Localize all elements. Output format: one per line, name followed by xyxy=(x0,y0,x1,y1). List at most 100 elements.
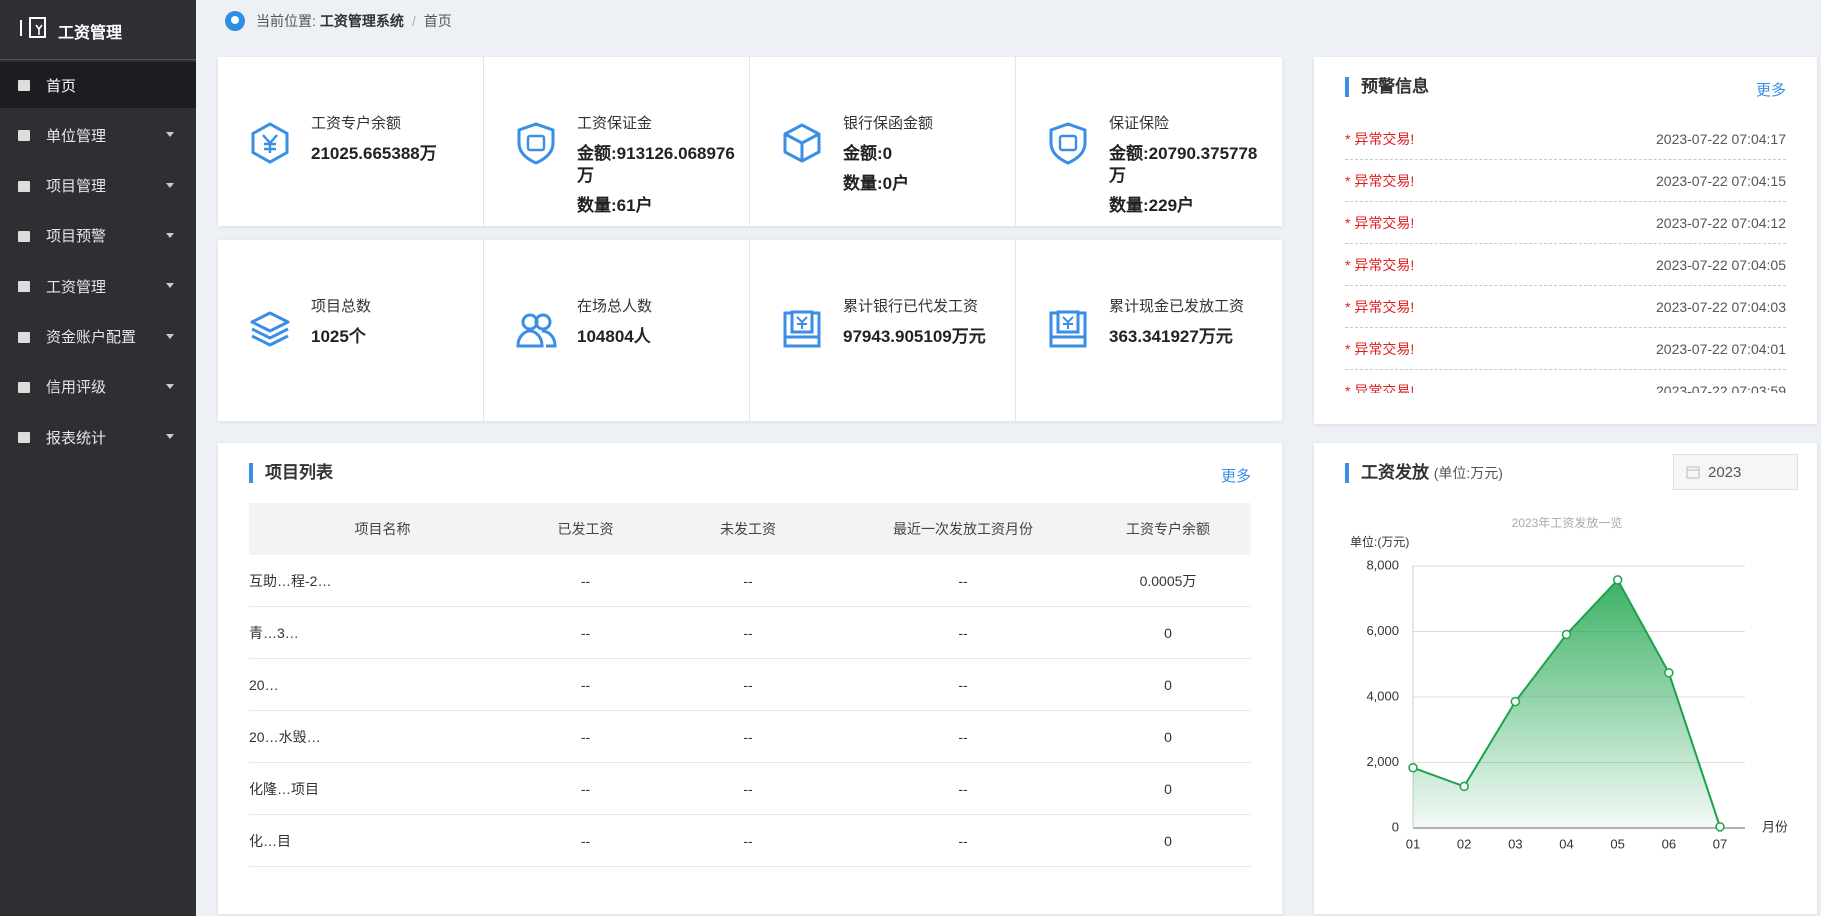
icon-shape xyxy=(18,180,30,192)
table-row[interactable]: 化…目 -- -- -- 0 xyxy=(249,815,1251,867)
table-cell: -- xyxy=(743,832,753,849)
warning-text: * 异常交易! xyxy=(1345,298,1415,315)
menu-item[interactable]: 项目管理 xyxy=(0,163,196,209)
stat-icon xyxy=(516,313,557,348)
stat-text: 工资保证金 金额:913126.068976万 数量:61户 xyxy=(577,112,741,225)
year-value: 2023 xyxy=(1708,463,1742,481)
menu-item[interactable]: 首页 xyxy=(0,62,196,108)
icon-shape xyxy=(783,123,821,163)
icon-shape xyxy=(18,80,30,91)
warning-item[interactable]: * 异常交易! 2023-07-22 07:04:01 xyxy=(1345,328,1786,370)
icon-shape xyxy=(18,331,30,343)
panel-title-text: 工资发放 xyxy=(1361,463,1429,482)
chart-title: 2023年工资发放一览 xyxy=(1512,515,1623,530)
menu-arrow xyxy=(166,232,174,238)
table-row[interactable]: 20…水毁… -- -- -- 0 xyxy=(249,711,1251,763)
stat-card: 保证保险 金额:20790.375778万 数量:229户 xyxy=(1016,57,1282,226)
icon-shape xyxy=(18,130,30,142)
table-cell: -- xyxy=(958,832,968,849)
menu-label: 信用评级 xyxy=(46,379,107,397)
table-row[interactable]: 化隆…项目 -- -- -- 0 xyxy=(249,763,1251,815)
x-tick-label: 02 xyxy=(1457,836,1471,851)
menu-item[interactable]: 项目预警 xyxy=(0,213,196,259)
menu-icon xyxy=(18,130,30,142)
warning-item[interactable]: * 异常交易! 2023-07-22 07:04:03 xyxy=(1345,286,1786,328)
stat-value: 数量:229户 xyxy=(1109,196,1195,215)
icon-shape xyxy=(1058,134,1078,152)
menu-item[interactable]: 工资管理 xyxy=(0,263,196,309)
stat-card: 累计现金已发放工资 363.341927万元 xyxy=(1016,240,1282,421)
warning-item[interactable]: * 异常交易! 2023-07-22 07:04:12 xyxy=(1345,202,1786,244)
icon-shape xyxy=(1062,316,1074,329)
table-cell: 0 xyxy=(1164,728,1172,745)
table-cell: -- xyxy=(580,676,591,693)
table-cell: 0 xyxy=(1164,624,1172,641)
menu-label: 项目管理 xyxy=(46,178,107,196)
warning-time: 2023-07-22 07:04:03 xyxy=(1656,298,1786,315)
table-cell: 0.0005万 xyxy=(1139,572,1197,589)
menu-item[interactable]: 报表统计 xyxy=(0,414,196,460)
menu-label: 报表统计 xyxy=(46,429,107,447)
y-tick-label: 0 xyxy=(1392,819,1399,834)
menu-label: 资金账户配置 xyxy=(46,329,137,346)
table-row[interactable]: 互助…程-2… -- -- -- 0.0005万 xyxy=(249,555,1251,607)
warning-item[interactable]: * 异常交易! 2023-07-22 07:04:17 xyxy=(1345,118,1786,160)
icon-shape xyxy=(18,432,30,444)
stat-label: 工资保证金 xyxy=(577,115,653,132)
warning-item[interactable]: * 异常交易! 2023-07-22 07:04:05 xyxy=(1345,244,1786,286)
stat-icon xyxy=(250,311,290,347)
icon-shape xyxy=(1049,122,1087,165)
stat-icon xyxy=(251,122,289,164)
menu-item[interactable]: 单位管理 xyxy=(0,112,196,158)
menu-icon xyxy=(18,281,30,293)
column-header: 最近一次发放工资月份 xyxy=(893,521,1033,537)
menu-item[interactable]: 信用评级 xyxy=(0,364,196,410)
point xyxy=(1664,668,1674,678)
table-cell: -- xyxy=(580,624,591,641)
year-picker[interactable]: 2023 xyxy=(1673,454,1798,490)
warning-text: * 异常交易! xyxy=(1345,214,1415,231)
table-row[interactable]: 20… -- -- -- 0 xyxy=(249,659,1251,711)
panel-title: 预警信息 xyxy=(1345,77,1429,97)
table-cell: -- xyxy=(580,572,591,589)
point xyxy=(1715,822,1725,832)
stat-card: 在场总人数 104804人 xyxy=(484,240,750,421)
warning-text: * 异常交易! xyxy=(1345,130,1415,147)
table-cell: 0 xyxy=(1164,832,1172,849)
warning-time: 2023-07-22 07:04:15 xyxy=(1656,172,1786,189)
logo-bar xyxy=(20,20,22,36)
point xyxy=(1612,575,1623,585)
table-cell: -- xyxy=(743,728,753,745)
more-link[interactable]: 更多 xyxy=(1220,468,1251,485)
menu-label: 单位管理 xyxy=(46,127,107,145)
stat-text: 项目总数 1025个 xyxy=(311,295,475,356)
more-link[interactable]: 更多 xyxy=(1755,82,1786,99)
warning-panel: 预警信息 更多 * 异常交易! 2023-07-22 07:04:17 * 异常交易… xyxy=(1314,57,1817,424)
stat-icon xyxy=(783,310,821,348)
warning-item[interactable]: * 异常交易! 2023-07-22 07:03:59 xyxy=(1345,370,1786,394)
column-header: 已发工资 xyxy=(557,521,614,537)
icon-shape xyxy=(250,311,290,347)
panel-unit: (单位:万元) xyxy=(1433,465,1503,481)
y-axis-label: 单位:(万元) xyxy=(1350,534,1409,549)
stat-value: 21025.665388万 xyxy=(311,144,437,163)
menu-label: 工资管理 xyxy=(46,278,107,296)
warning-time: 2023-07-22 07:04:01 xyxy=(1656,340,1786,357)
menu-icon xyxy=(18,331,30,343)
table-cell: -- xyxy=(958,572,968,589)
menu-arrow xyxy=(166,132,174,138)
menu-item[interactable]: 资金账户配置 xyxy=(0,314,196,360)
point xyxy=(1561,629,1572,640)
breadcrumb: 当前位置: 工资管理系统 / 首页 xyxy=(224,10,452,32)
table-row[interactable]: 青…3… -- -- -- 0 xyxy=(249,607,1251,659)
point xyxy=(1408,762,1418,773)
stat-text: 银行保函金额 金额:0 数量:0户 xyxy=(843,112,1007,203)
warning-item[interactable]: * 异常交易! 2023-07-22 07:04:15 xyxy=(1345,160,1786,202)
icon-shape xyxy=(18,230,30,242)
table-cell: 化…目 xyxy=(249,832,291,849)
breadcrumb-link[interactable]: 工资管理系统 xyxy=(319,13,404,29)
point xyxy=(1510,696,1521,707)
stat-icon xyxy=(783,123,821,163)
icon-shape xyxy=(516,329,557,348)
